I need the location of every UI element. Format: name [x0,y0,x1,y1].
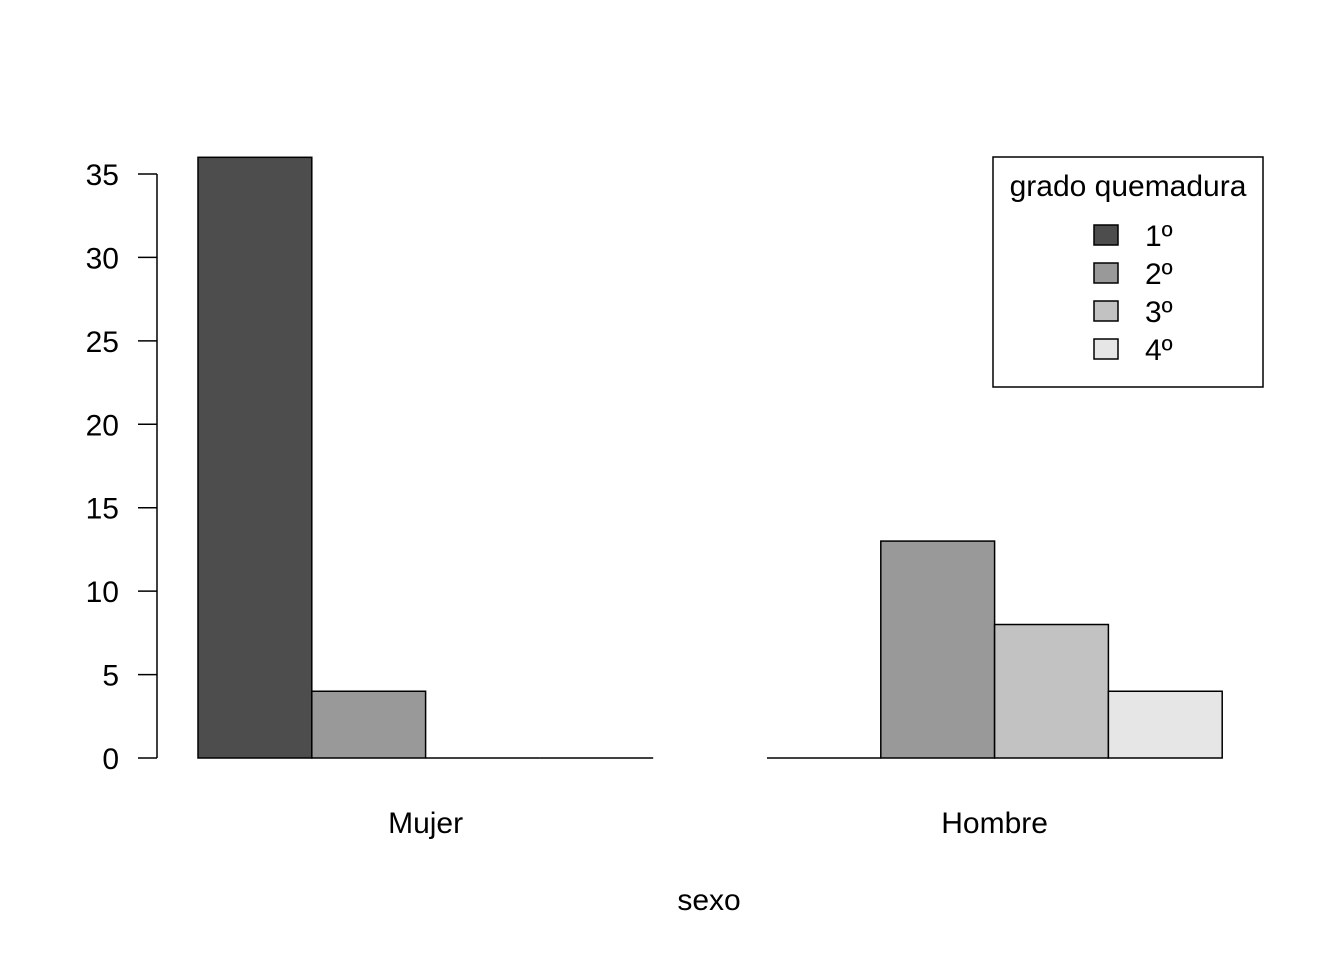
y-tick-label: 0 [102,743,119,776]
legend-swatch [1093,262,1119,284]
legend-label: 1º [1145,220,1173,253]
y-tick-label: 25 [86,326,119,359]
bar [993,623,1110,759]
bar-group-mujer [197,156,654,759]
y-tick-label: 20 [86,409,119,442]
legend-label: 2º [1145,258,1173,291]
y-tick-label: 10 [86,576,119,609]
bar [880,540,996,759]
y-axis: 0 5 10 15 20 25 30 35 [86,159,158,776]
legend-swatch [1093,338,1119,360]
bar [1107,690,1223,759]
bar [197,156,313,759]
legend-swatch [1093,224,1119,246]
x-category-label: Hombre [941,807,1048,840]
legend-title: grado quemadura [1010,170,1247,203]
legend-items: 1º 2º 3º 4º [1093,220,1173,367]
bar [311,690,427,759]
x-axis-category-labels: Mujer Hombre [388,807,1048,840]
legend: grado quemadura 1º 2º 3º 4º [992,156,1264,388]
legend-label: 3º [1145,296,1173,329]
legend-swatch [1093,300,1119,322]
legend-box [992,156,1264,388]
legend-label: 4º [1145,334,1173,367]
x-category-label: Mujer [388,807,463,840]
y-tick-label: 15 [86,493,119,526]
x-axis-title: sexo [677,884,740,917]
bar-group-hombre [767,540,1223,759]
y-tick-label: 30 [86,242,119,275]
y-tick-label: 35 [86,159,119,192]
bar-groups [197,156,1223,759]
y-tick-label: 5 [102,660,119,693]
